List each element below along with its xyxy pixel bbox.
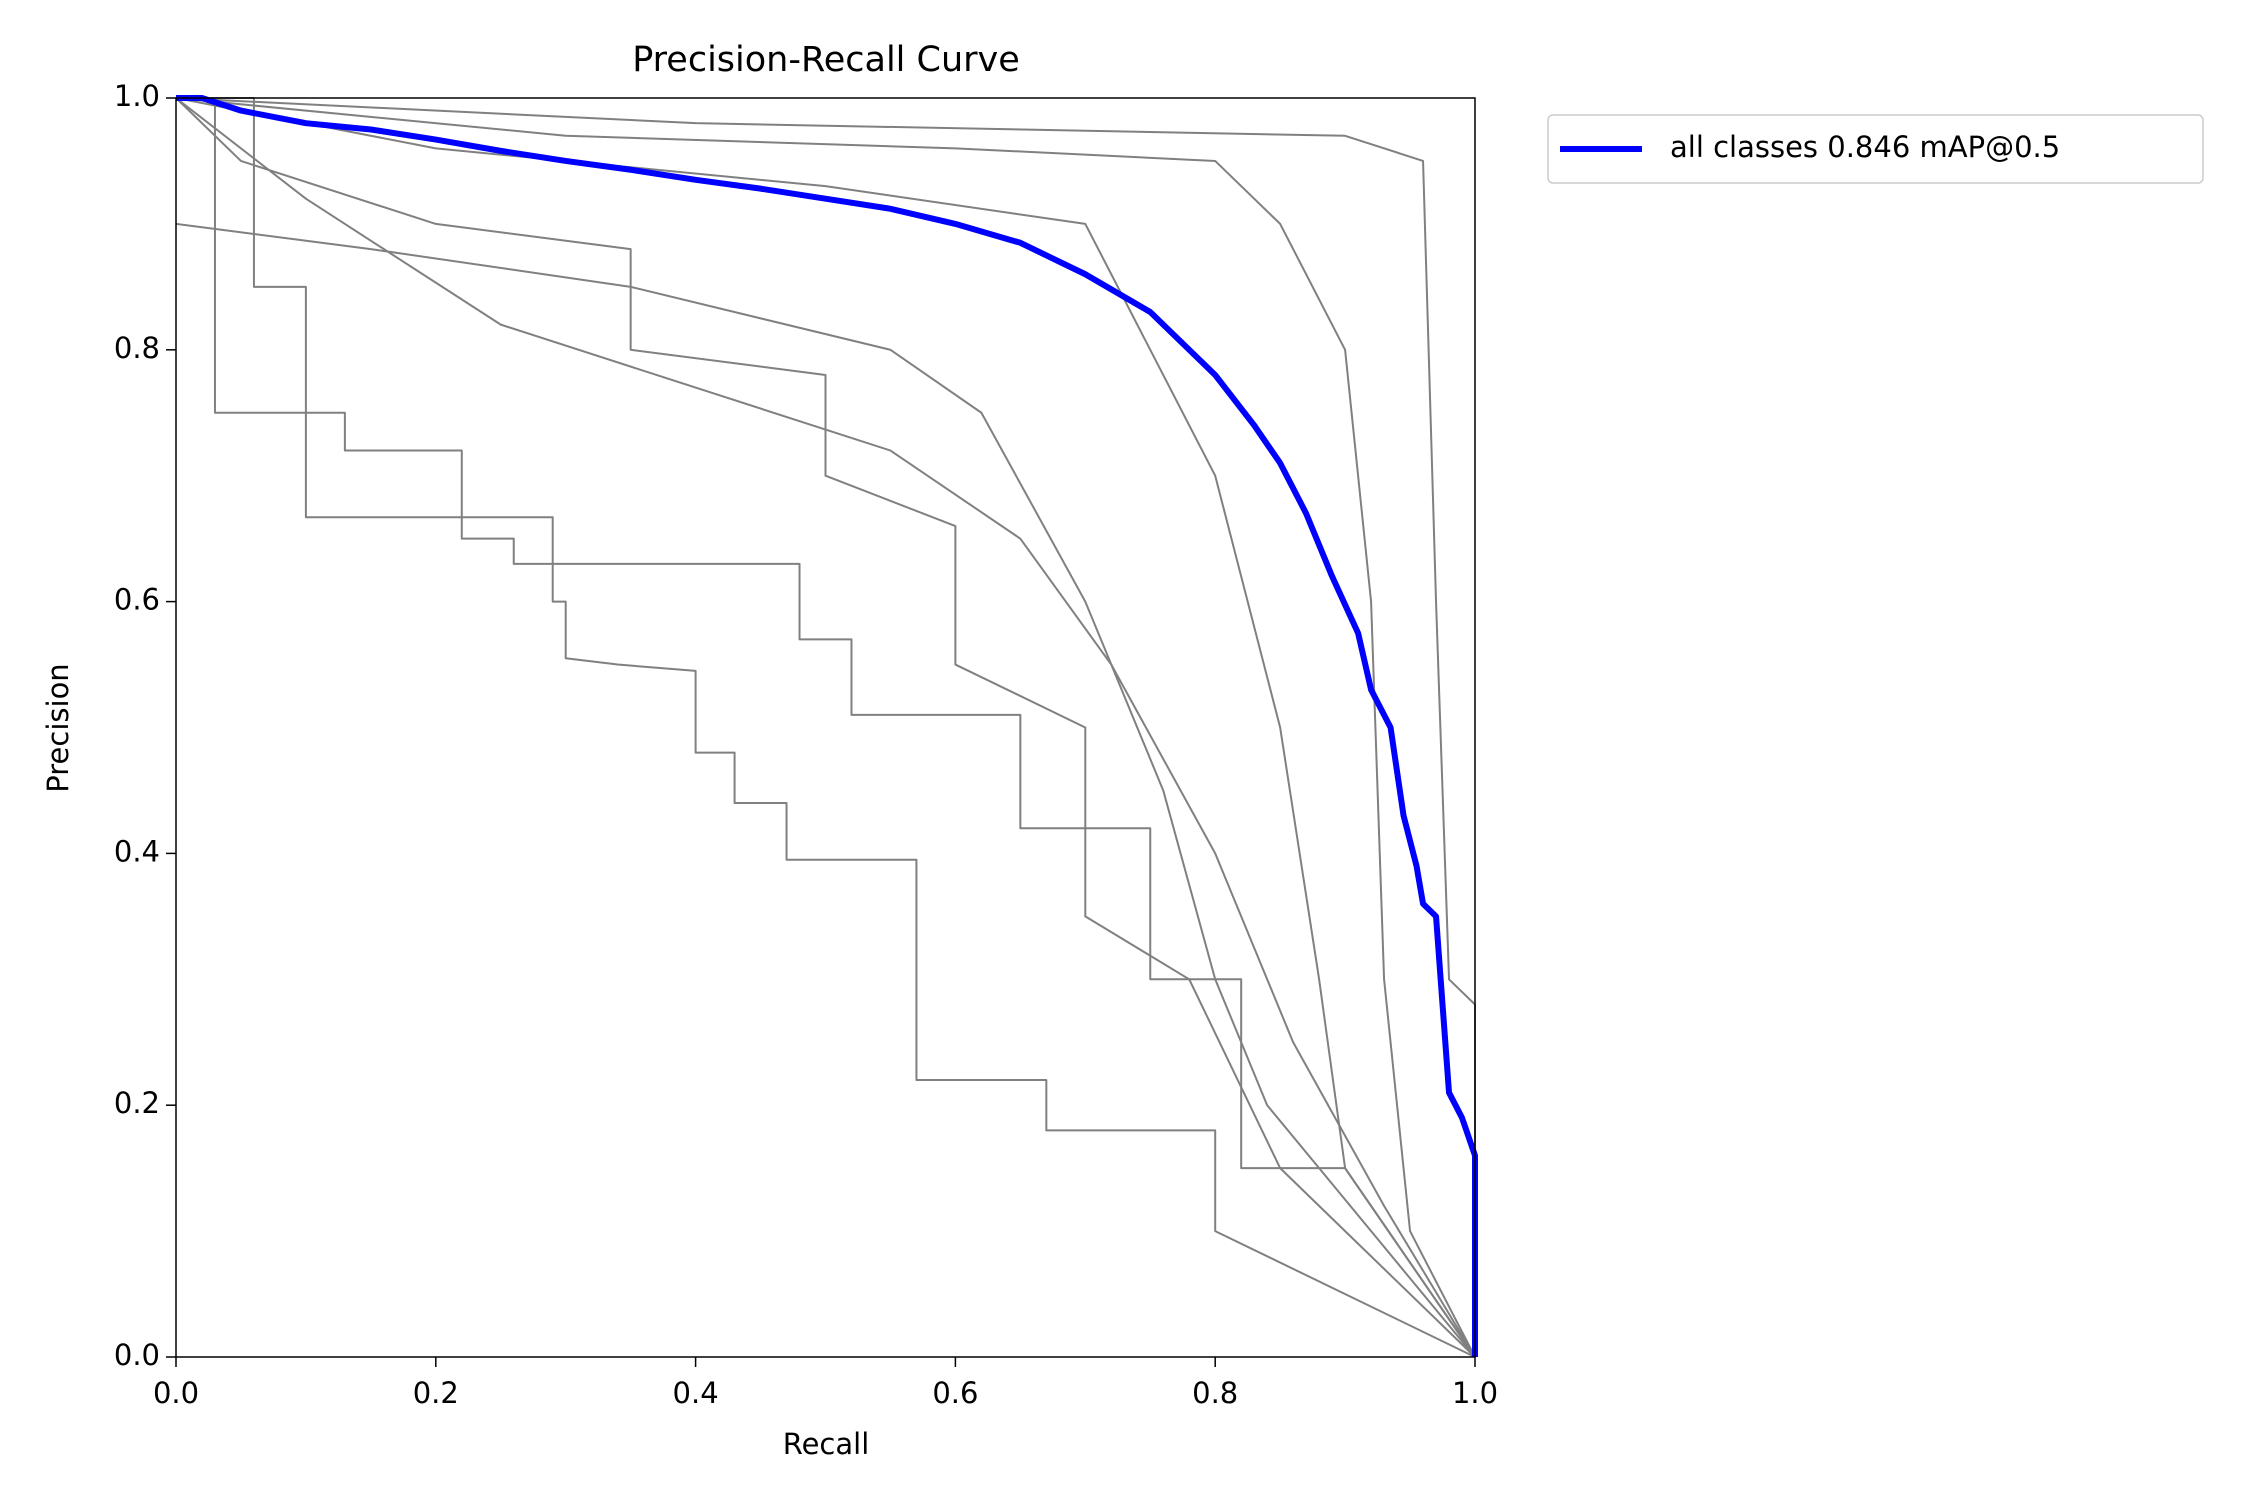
x-tick-label: 0.6 bbox=[932, 1376, 978, 1410]
x-tick-label: 1.0 bbox=[1452, 1376, 1498, 1410]
y-tick-label: 0.2 bbox=[114, 1086, 160, 1120]
chart-title: Precision-Recall Curve bbox=[632, 40, 1020, 80]
y-axis-label: Precision bbox=[41, 663, 75, 792]
series-line bbox=[176, 95, 1478, 1357]
legend-box bbox=[1547, 114, 2204, 184]
class-line bbox=[176, 222, 1476, 1358]
x-tick-label: 0.4 bbox=[673, 1376, 719, 1410]
y-tick-label: 0.6 bbox=[114, 583, 160, 617]
class-line bbox=[176, 97, 1476, 1358]
x-tick-label: 0.2 bbox=[413, 1376, 459, 1410]
class-line bbox=[176, 97, 1476, 1358]
y-tick-label: 0.0 bbox=[114, 1338, 160, 1372]
class-line bbox=[176, 97, 1476, 1358]
class-line bbox=[176, 97, 1476, 1358]
x-tick-label: 0.0 bbox=[153, 1376, 199, 1410]
y-tick-label: 0.4 bbox=[114, 834, 160, 868]
y-tick-label: 1.0 bbox=[114, 79, 160, 113]
x-tick-label: 0.8 bbox=[1192, 1376, 1238, 1410]
legend-label: all classes 0.846 mAP@0.5 bbox=[1670, 130, 2060, 164]
class-line bbox=[176, 97, 1476, 1357]
plot-frame bbox=[175, 97, 1476, 1358]
class-line bbox=[176, 97, 1476, 1358]
y-tick-label: 0.8 bbox=[114, 331, 160, 365]
x-axis-label: Recall bbox=[783, 1427, 870, 1461]
